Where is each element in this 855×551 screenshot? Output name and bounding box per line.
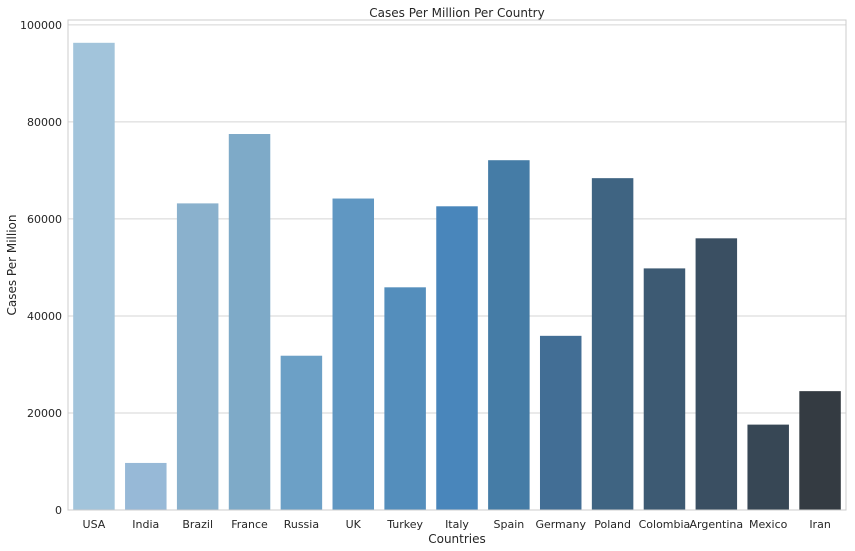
x-axis-title: Countries <box>428 532 486 546</box>
chart-title: Cases Per Million Per Country <box>369 6 544 20</box>
x-tick-label: Iran <box>809 518 831 531</box>
x-tick-label: Turkey <box>386 518 423 531</box>
x-tick-label: Italy <box>445 518 469 531</box>
y-tick-label: 60000 <box>27 213 62 226</box>
x-tick-label: Russia <box>284 518 319 531</box>
bar-mexico <box>747 424 789 510</box>
x-tick-label: Germany <box>535 518 586 531</box>
y-tick-labels: 0 20000 40000 60000 80000 100000 <box>20 19 62 517</box>
x-tick-label: Argentina <box>689 518 743 531</box>
x-tick-label: UK <box>346 518 362 531</box>
x-tick-label: Brazil <box>182 518 213 531</box>
bar-colombia <box>643 268 686 510</box>
x-tick-label: Colombia <box>639 518 691 531</box>
bar-russia <box>280 355 323 510</box>
bar-iran <box>799 391 841 510</box>
y-axis-title: Cases Per Million <box>5 214 19 315</box>
bars <box>73 42 841 511</box>
bar-turkey <box>384 287 426 510</box>
bar-spain <box>488 160 530 510</box>
x-tick-label: Poland <box>594 518 631 531</box>
x-tick-label: Mexico <box>749 518 788 531</box>
x-tick-label: France <box>231 518 268 531</box>
bar-argentina <box>695 238 738 510</box>
y-tick-label: 80000 <box>27 116 62 129</box>
y-tick-label: 100000 <box>20 19 62 32</box>
bar-brazil <box>176 203 219 510</box>
y-tick-label: 20000 <box>27 407 62 420</box>
bar-india <box>125 462 167 510</box>
bar-usa <box>73 42 115 511</box>
bar-germany <box>539 335 582 510</box>
y-tick-label: 0 <box>55 504 62 517</box>
plot-frame <box>67 19 847 511</box>
bar-uk <box>332 198 375 510</box>
x-tick-label: USA <box>83 518 106 531</box>
bar-poland <box>591 178 634 510</box>
bar-italy <box>436 206 478 510</box>
x-tick-labels: USA India Brazil France Russia UK Turkey Italy S… <box>83 518 831 531</box>
x-tick-label: India <box>132 518 159 531</box>
x-tick-label: Spain <box>493 518 524 531</box>
y-tick-label: 40000 <box>27 310 62 323</box>
bar-france <box>228 134 271 511</box>
